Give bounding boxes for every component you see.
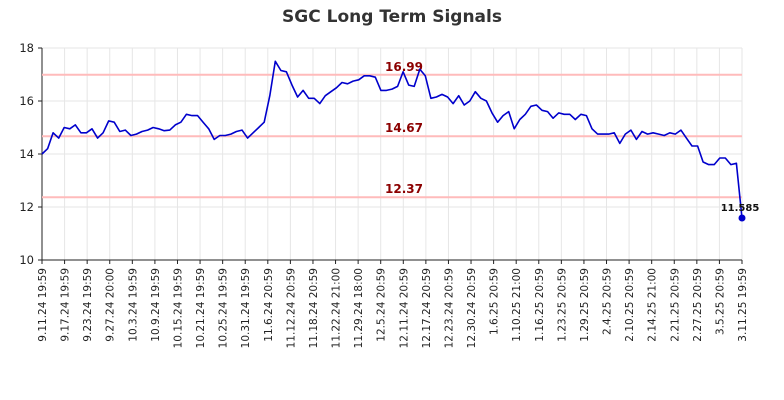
x-tick-label: 9.27.24 20:00 (105, 268, 117, 342)
y-tick-label: 10 (19, 253, 34, 267)
price-series-line (41, 60, 743, 219)
y-tick-label: 12 (19, 200, 34, 214)
x-tick-label: 1.23.25 20:59 (556, 268, 568, 342)
x-tick-label: 10.3.24 19:59 (127, 268, 139, 342)
last-value-label: 11.585 (721, 203, 760, 214)
x-tick-label: 12.17.24 20:59 (421, 268, 433, 348)
x-tick-label: 10.21.24 19:59 (195, 268, 207, 348)
x-tick-label: 12.23.24 20:59 (443, 268, 455, 348)
x-tick-label: 10.9.24 19:59 (150, 268, 162, 342)
x-tick-label: 12.30.24 20:59 (466, 268, 478, 348)
x-tick-label: 11.29.24 18:00 (353, 268, 365, 348)
x-tick-label: 1.10.25 21:00 (511, 268, 523, 342)
x-tick-label: 2.27.25 20:59 (692, 268, 704, 342)
x-tick-label: 3.5.25 20:59 (714, 268, 726, 335)
last-value-marker (738, 214, 746, 222)
x-tick-label: 11.6.24 20:59 (263, 268, 275, 342)
x-tick-label: 10.15.24 19:59 (172, 268, 184, 348)
x-tick-label: 10.25.24 19:59 (218, 268, 230, 348)
x-tick-label: 2.4.25 20:59 (602, 268, 614, 335)
x-tick-label: 11.18.24 20:59 (308, 268, 320, 348)
x-tick-label: 12.11.24 20:59 (398, 268, 410, 348)
reference-line-label: 16.99 (385, 60, 423, 74)
x-tick-label: 12.5.24 20:59 (376, 268, 388, 342)
x-tick-label: 2.21.25 20:59 (669, 268, 681, 342)
reference-line-label: 14.67 (385, 121, 423, 135)
x-tick-label: 2.10.25 20:59 (624, 268, 636, 342)
x-tick-label: 9.11.24 19:59 (37, 268, 49, 342)
x-tick-label: 1.6.25 20:59 (489, 268, 501, 335)
y-tick-label: 16 (19, 94, 34, 108)
chart-title: SGC Long Term Signals (282, 7, 502, 27)
x-tick-label: 3.11.25 19:59 (737, 268, 749, 342)
x-tick-label: 11.22.24 21:00 (331, 268, 343, 348)
x-tick-label: 1.29.25 20:59 (579, 268, 591, 342)
x-tick-label: 9.23.24 19:59 (82, 268, 94, 342)
x-tick-label: 10.31.24 19:59 (240, 268, 252, 348)
x-tick-label: 9.17.24 19:59 (60, 268, 72, 342)
x-tick-label: 1.16.25 20:59 (534, 268, 546, 342)
x-tick-label: 11.12.24 20:59 (285, 268, 297, 348)
y-tick-label: 18 (19, 41, 34, 55)
reference-line-label: 12.37 (385, 182, 423, 196)
x-tick-label: 2.14.25 21:00 (647, 268, 659, 342)
y-tick-label: 14 (19, 147, 34, 161)
